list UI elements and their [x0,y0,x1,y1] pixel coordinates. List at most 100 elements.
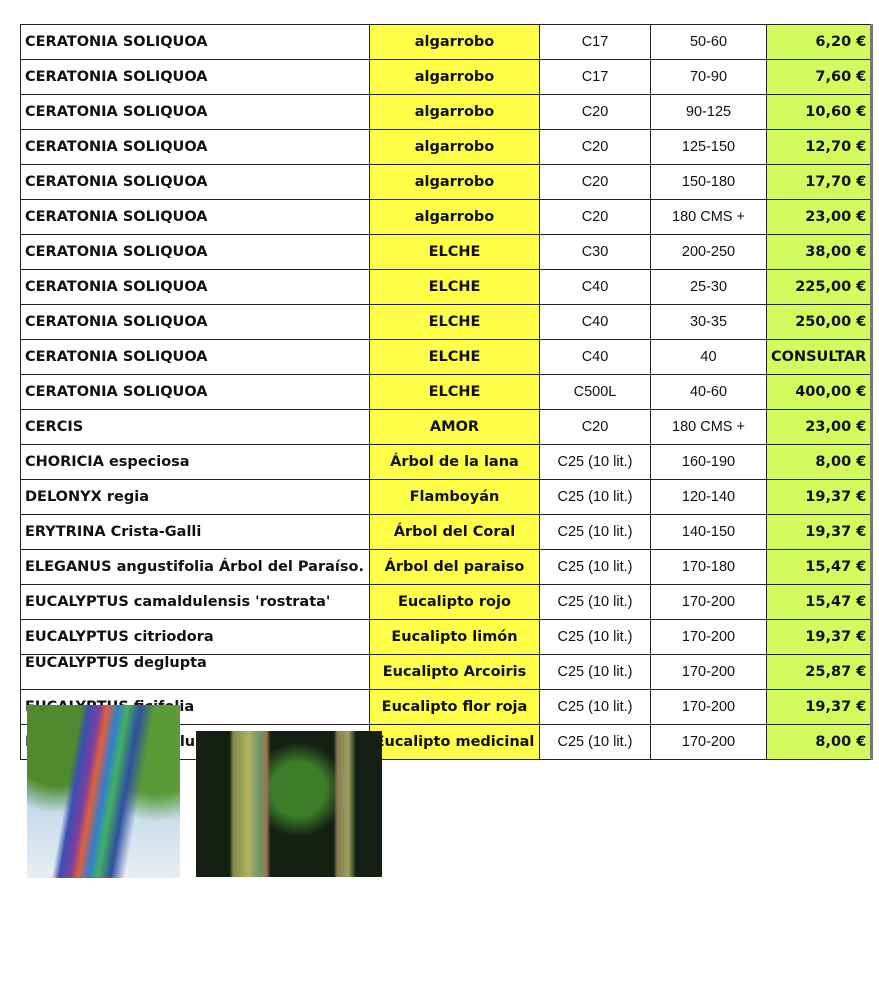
cell-price: 19,37 € [765,479,874,515]
table-row: EUCALYPTUS deglupta Eucalipto Arcoiris C25… [20,654,874,690]
cell-name: CERATONIA SOLIQUOA [20,164,370,200]
cell-size: 40 [650,339,767,375]
cell-size: 90-125 [650,94,767,130]
table-row: CERATONIA SOLIQUOA algarrobo C17 70-90 7,60 … [20,59,874,95]
cell-name: CERATONIA SOLIQUOA [20,269,370,305]
cell-common: Eucalipto Arcoiris [369,654,540,690]
cell-common: ELCHE [369,339,540,375]
cell-pot: C25 (10 lit.) [539,514,651,550]
table-row: ERYTRINA Crista-Galli Árbol del Coral C25 … [20,514,874,550]
table-row: CERATONIA SOLIQUOA ELCHE C40 25-30 225,00 € [20,269,874,305]
cell-pot: C25 (10 lit.) [539,584,651,620]
cell-common: Eucalipto flor roja [369,689,540,725]
cell-price: 225,00 € [765,269,874,305]
cell-pot: C25 (10 lit.) [539,619,651,655]
table-row: EUCALYPTUS ficifoliaEucalipto flor rojaC… [20,689,874,725]
cell-pot: C25 (10 lit.) [539,549,651,585]
price-list-table: CERATONIA SOLIQUOA algarrobo C17 50-60 6,20 … [20,24,874,760]
cell-name: CERATONIA SOLIQUOA [20,59,370,95]
cell-common: Árbol del paraiso [369,549,540,585]
cell-pot: C20 [539,129,651,165]
cell-price: 19,37 € [765,689,874,725]
cell-pot: C20 [539,94,651,130]
cell-price: 250,00 € [765,304,874,340]
cell-name: EUCALYPTUS deglupta [20,654,370,690]
cell-name: CERATONIA SOLIQUOA [20,374,370,410]
cell-price: CONSULTAR [765,339,874,375]
cell-pot: C17 [539,24,651,60]
cell-size: 170-200 [650,619,767,655]
cell-common: algarrobo [369,59,540,95]
cell-pot: C17 [539,59,651,95]
cell-common: AMOR [369,409,540,445]
cell-size: 180 CMS + [650,409,767,445]
cell-name: CERATONIA SOLIQUOA [20,24,370,60]
table-row: ELEGANUS angustifolia Árbol del Paraíso.… [20,549,874,585]
cell-common: algarrobo [369,94,540,130]
cell-pot: C25 (10 lit.) [539,444,651,480]
table-row: CERATONIA SOLIQUOA algarrobo C20 180 CMS +2… [20,199,874,235]
cell-common: Árbol de la lana [369,444,540,480]
cell-common: Árbol del Coral [369,514,540,550]
cell-price: 38,00 € [765,234,874,270]
cell-price: 400,00 € [765,374,874,410]
cell-common: Eucalipto limón [369,619,540,655]
table-row: CERATONIA SOLIQUOA algarrobo C17 50-60 6,20 … [20,24,874,60]
cell-pot: C40 [539,269,651,305]
cell-pot: C30 [539,234,651,270]
cell-name: CERATONIA SOLIQUOA [20,94,370,130]
cell-pot: C20 [539,164,651,200]
cell-price: 10,60 € [765,94,874,130]
cell-size: 50-60 [650,24,767,60]
cell-price: 6,20 € [765,24,874,60]
cell-size: 170-200 [650,689,767,725]
cell-name: CHORICIA especiosa [20,444,370,480]
cell-common: Flamboyán [369,479,540,515]
cell-size: 140-150 [650,514,767,550]
cell-size: 170-200 [650,654,767,690]
cell-pot: C25 (10 lit.) [539,479,651,515]
table-row: DELONYX regia Flamboyán C25 (10 lit.) 120-1… [20,479,874,515]
table-row: CERATONIA SOLIQUOA algarrobo C20 150-180 17,… [20,164,874,200]
cell-price: 8,00 € [765,444,874,480]
cell-common: algarrobo [369,199,540,235]
cell-name: CERATONIA SOLIQUOA [20,304,370,340]
cell-name: ERYTRINA Crista-Galli [20,514,370,550]
table-row: CERATONIA SOLIQUOA algarrobo C20 90-125 10,6… [20,94,874,130]
cell-name: DELONYX regia [20,479,370,515]
cell-pot: C20 [539,409,651,445]
cell-size: 180 CMS + [650,199,767,235]
cell-name: CERATONIA SOLIQUOA [20,234,370,270]
cell-size: 160-190 [650,444,767,480]
cell-pot: C25 (10 lit.) [539,689,651,725]
cell-name: CERATONIA SOLIQUOA [20,129,370,165]
cell-common: ELCHE [369,374,540,410]
cell-size: 70-90 [650,59,767,95]
cell-price: 12,70 € [765,129,874,165]
cell-pot: C20 [539,199,651,235]
cell-pot: C40 [539,339,651,375]
cell-name: CERCIS [20,409,370,445]
cell-pot: C25 (10 lit.) [539,654,651,690]
cell-size: 120-140 [650,479,767,515]
cell-size: 200-250 [650,234,767,270]
cell-common: ELCHE [369,234,540,270]
table-row: CHORICIA especiosa Árbol de la lana C25 (1… [20,444,874,480]
cell-price: 17,70 € [765,164,874,200]
cell-size: 25-30 [650,269,767,305]
cell-price: 8,00 € [765,724,874,760]
cell-price: 25,87 € [765,654,874,690]
cell-size: 170-200 [650,584,767,620]
cell-common: algarrobo [369,24,540,60]
cell-name: CERATONIA SOLIQUOA [20,339,370,375]
cell-size: 170-180 [650,549,767,585]
cell-common: algarrobo [369,129,540,165]
cell-pot: C25 (10 lit.) [539,724,651,760]
cell-common: algarrobo [369,164,540,200]
cell-name: CERATONIA SOLIQUOA [20,199,370,235]
rainbow-eucalyptus-trunks-photo [196,731,382,877]
table-row: CERATONIA SOLIQUOA ELCHE C40 30-35 250,00 € [20,304,874,340]
cell-price: 7,60 € [765,59,874,95]
cell-price: 15,47 € [765,549,874,585]
cell-size: 150-180 [650,164,767,200]
